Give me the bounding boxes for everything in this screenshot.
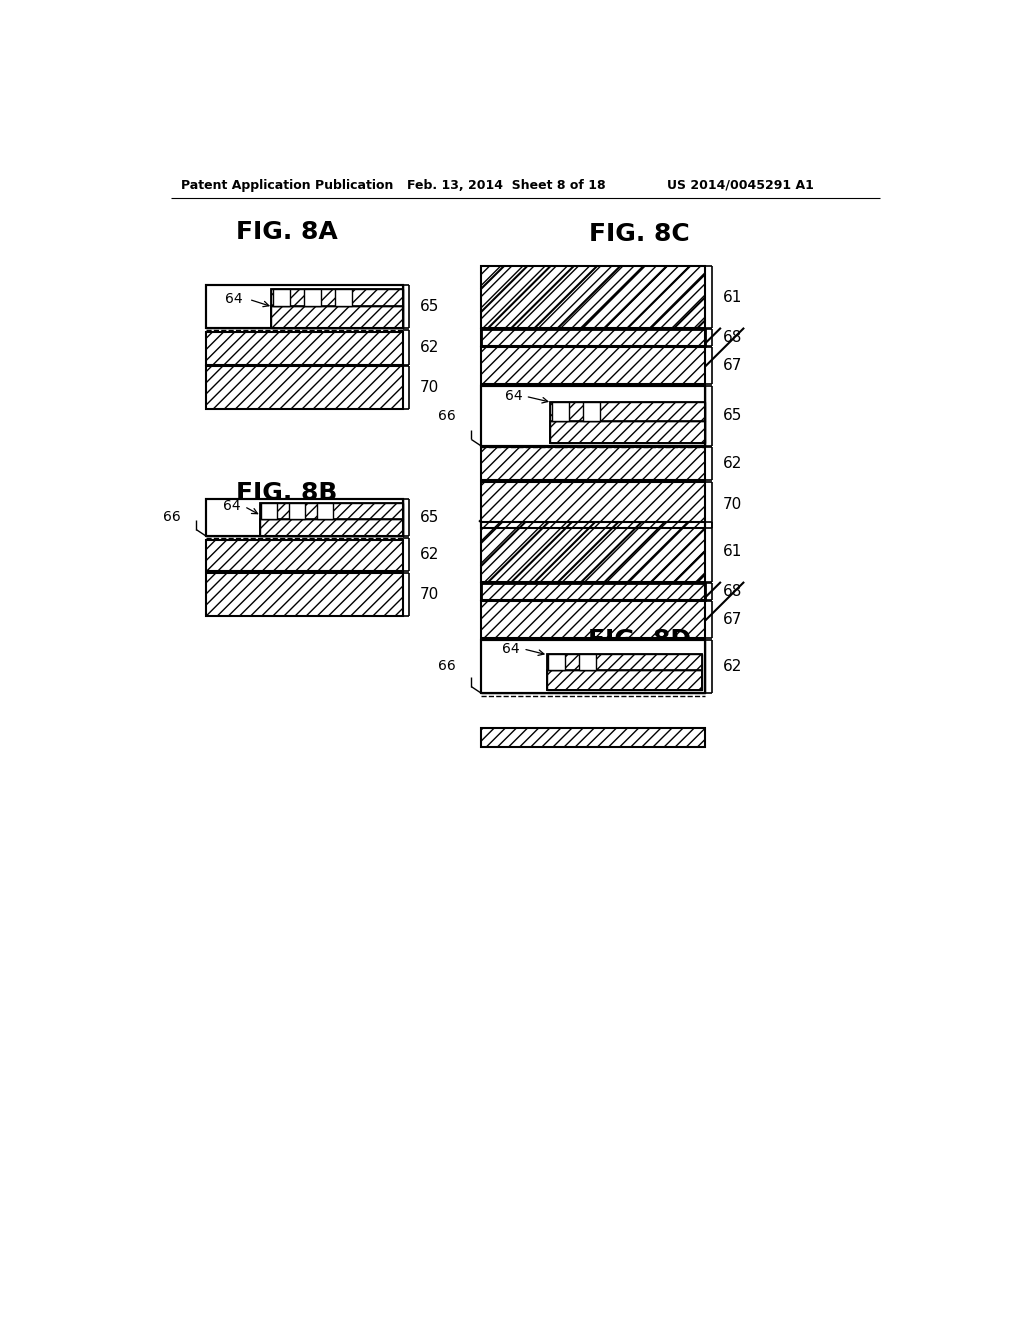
Text: 70: 70 <box>420 586 439 602</box>
Bar <box>271 289 403 327</box>
Bar <box>480 482 706 528</box>
Bar <box>480 330 706 346</box>
Text: 62: 62 <box>420 341 439 355</box>
Bar <box>480 583 706 599</box>
Bar <box>271 306 403 327</box>
Bar <box>583 403 600 421</box>
Text: 62: 62 <box>722 457 741 471</box>
Text: 68: 68 <box>722 330 741 345</box>
Bar <box>480 385 706 446</box>
Text: FIG. 8C: FIG. 8C <box>589 222 690 246</box>
Bar <box>206 540 403 572</box>
Text: 64: 64 <box>506 389 523 404</box>
Bar <box>550 421 706 442</box>
Bar <box>206 367 403 409</box>
Text: 62: 62 <box>722 659 741 673</box>
Bar <box>547 653 701 689</box>
Text: 65: 65 <box>420 300 439 314</box>
Bar <box>260 503 403 519</box>
Text: 64: 64 <box>503 642 520 656</box>
Text: US 2014/0045291 A1: US 2014/0045291 A1 <box>667 178 813 191</box>
Bar <box>480 640 706 693</box>
Text: 62: 62 <box>420 546 439 562</box>
Bar <box>480 347 706 384</box>
Bar <box>480 640 706 693</box>
Text: 65: 65 <box>722 408 741 424</box>
Bar <box>206 499 403 536</box>
Bar <box>304 289 321 306</box>
Bar <box>271 289 403 306</box>
Text: 66: 66 <box>438 409 456 424</box>
Bar <box>260 503 403 536</box>
Bar <box>260 519 403 536</box>
Text: FIG. 8D: FIG. 8D <box>588 627 691 652</box>
Bar <box>480 385 706 446</box>
Bar <box>260 519 403 536</box>
Bar <box>550 421 706 442</box>
Text: 64: 64 <box>222 499 241 513</box>
Bar <box>273 289 290 306</box>
Bar <box>480 583 706 599</box>
Bar <box>480 447 706 480</box>
Bar <box>335 289 352 306</box>
Text: 65: 65 <box>420 510 439 525</box>
Bar <box>480 267 706 327</box>
Bar <box>547 671 701 689</box>
Text: Feb. 13, 2014  Sheet 8 of 18: Feb. 13, 2014 Sheet 8 of 18 <box>407 178 605 191</box>
Bar <box>579 653 596 671</box>
Bar <box>480 347 706 384</box>
Bar <box>552 403 569 421</box>
Bar <box>480 521 706 582</box>
Bar <box>480 482 706 528</box>
Bar <box>206 499 403 536</box>
Bar <box>206 285 403 327</box>
Bar <box>550 403 706 421</box>
Bar <box>206 573 403 615</box>
Bar <box>550 403 706 442</box>
Bar <box>206 331 403 364</box>
Bar <box>480 729 706 747</box>
Bar <box>480 267 706 327</box>
Bar <box>206 331 403 364</box>
Bar <box>480 640 706 693</box>
Bar <box>480 447 706 480</box>
Text: Patent Application Publication: Patent Application Publication <box>180 178 393 191</box>
Bar <box>547 653 701 671</box>
Bar <box>206 499 403 536</box>
Text: 70: 70 <box>722 498 741 512</box>
Bar <box>480 385 706 446</box>
Text: 70: 70 <box>420 380 439 396</box>
Bar <box>480 601 706 638</box>
Bar <box>206 285 403 327</box>
Text: 67: 67 <box>722 358 741 374</box>
Bar <box>271 306 403 327</box>
Text: 66: 66 <box>438 659 456 673</box>
Bar <box>261 503 276 519</box>
Text: 68: 68 <box>722 583 741 599</box>
Bar <box>206 285 403 327</box>
Bar <box>480 521 706 582</box>
Text: 66: 66 <box>163 511 180 524</box>
Bar <box>289 503 305 519</box>
Bar <box>480 729 706 747</box>
Bar <box>547 671 701 689</box>
Bar <box>206 573 403 615</box>
Bar <box>317 503 333 519</box>
Bar <box>206 367 403 409</box>
Text: FIG. 8A: FIG. 8A <box>236 219 338 244</box>
Text: 67: 67 <box>722 612 741 627</box>
Bar <box>548 653 565 671</box>
Text: 61: 61 <box>722 289 741 305</box>
Bar <box>480 330 706 346</box>
Text: 61: 61 <box>722 544 741 560</box>
Text: 64: 64 <box>225 292 243 306</box>
Bar <box>206 540 403 572</box>
Text: FIG. 8B: FIG. 8B <box>237 482 338 506</box>
Bar <box>480 601 706 638</box>
